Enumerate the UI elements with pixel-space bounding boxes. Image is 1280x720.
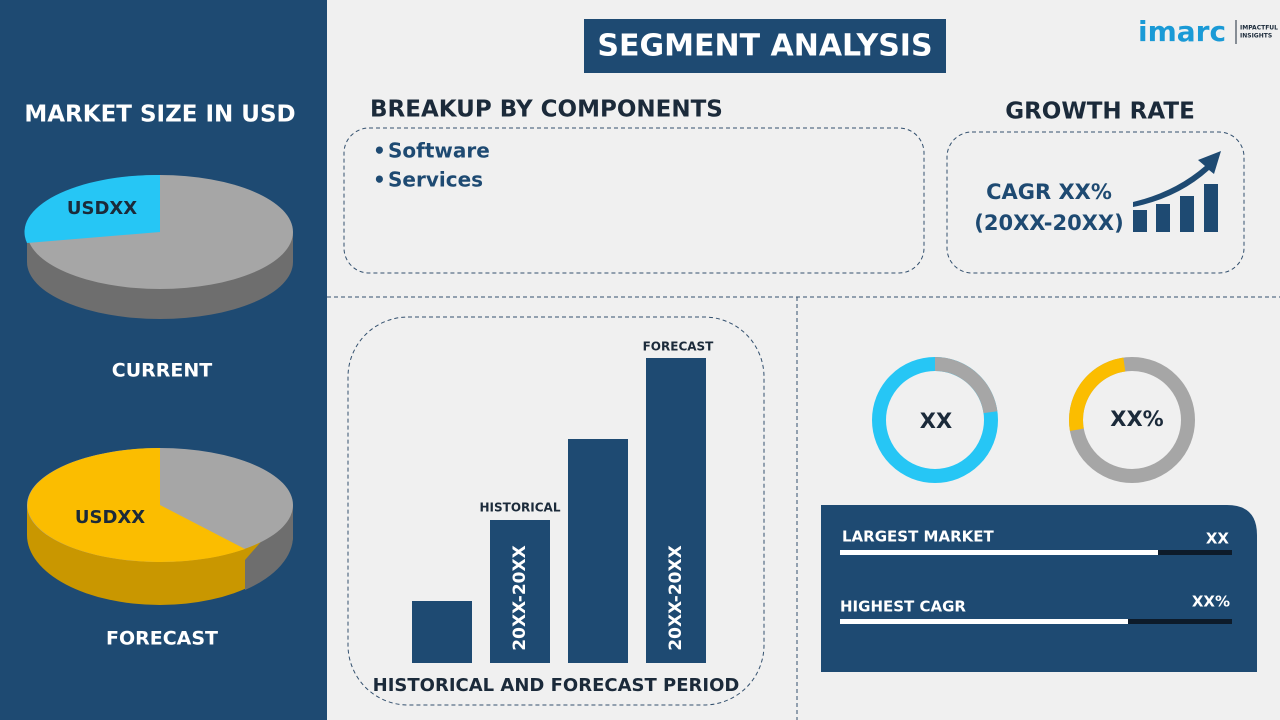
forecast-pie bbox=[27, 448, 294, 605]
forecast-period: 20XX-20XX bbox=[666, 545, 686, 650]
period-bars bbox=[412, 358, 706, 663]
donut bbox=[872, 357, 998, 483]
donut-label: XX% bbox=[1110, 407, 1163, 431]
forecast-value: USDXX bbox=[75, 507, 145, 528]
left-title: MARKET SIZE IN USD bbox=[24, 102, 295, 128]
period-title: HISTORICAL AND FORECAST PERIOD bbox=[373, 675, 740, 696]
period-box bbox=[347, 316, 765, 706]
stat-bar bbox=[840, 550, 1158, 555]
stat-value: XX% bbox=[1192, 593, 1230, 611]
stat-bar-rest bbox=[1128, 619, 1232, 624]
header-title: SEGMENT ANALYSIS bbox=[597, 29, 932, 64]
historical-period: 20XX-20XX bbox=[510, 545, 530, 650]
current-value: USDXX bbox=[67, 198, 137, 219]
breakup-item: Software bbox=[388, 139, 490, 163]
breakup-title: BREAKUP BY COMPONENTS bbox=[370, 97, 723, 123]
breakup-item: Services bbox=[388, 168, 483, 192]
forecast-bar-label: FORECAST bbox=[643, 340, 715, 354]
stat-label: LARGEST MARKET bbox=[842, 528, 994, 546]
logo-tagline: INSIGHTS bbox=[1240, 33, 1272, 40]
current-pie bbox=[24, 174, 293, 319]
logo-tagline: IMPACTFUL bbox=[1240, 25, 1278, 32]
current-label: CURRENT bbox=[112, 360, 213, 382]
stat-bar-rest bbox=[1158, 550, 1232, 555]
donut bbox=[1069, 357, 1196, 484]
growth-cagr: CAGR XX% bbox=[986, 180, 1112, 204]
growth-box bbox=[946, 131, 1245, 274]
stat-value: XX bbox=[1206, 530, 1230, 548]
logo-brand: imarc bbox=[1138, 15, 1226, 48]
donut-label: XX bbox=[920, 409, 952, 433]
stats-box bbox=[821, 505, 1257, 672]
header-box bbox=[584, 19, 946, 73]
bullet: • bbox=[373, 168, 386, 192]
stat-bar bbox=[840, 619, 1128, 624]
forecast-label: FORECAST bbox=[106, 628, 218, 650]
stat-label: HIGHEST CAGR bbox=[840, 598, 966, 616]
bullet: • bbox=[373, 139, 386, 163]
historical-label: HISTORICAL bbox=[480, 501, 561, 515]
growth-title: GROWTH RATE bbox=[1005, 99, 1195, 125]
breakup-box bbox=[343, 127, 925, 274]
growth-period: (20XX-20XX) bbox=[974, 211, 1123, 235]
growth-icon bbox=[1133, 151, 1221, 232]
